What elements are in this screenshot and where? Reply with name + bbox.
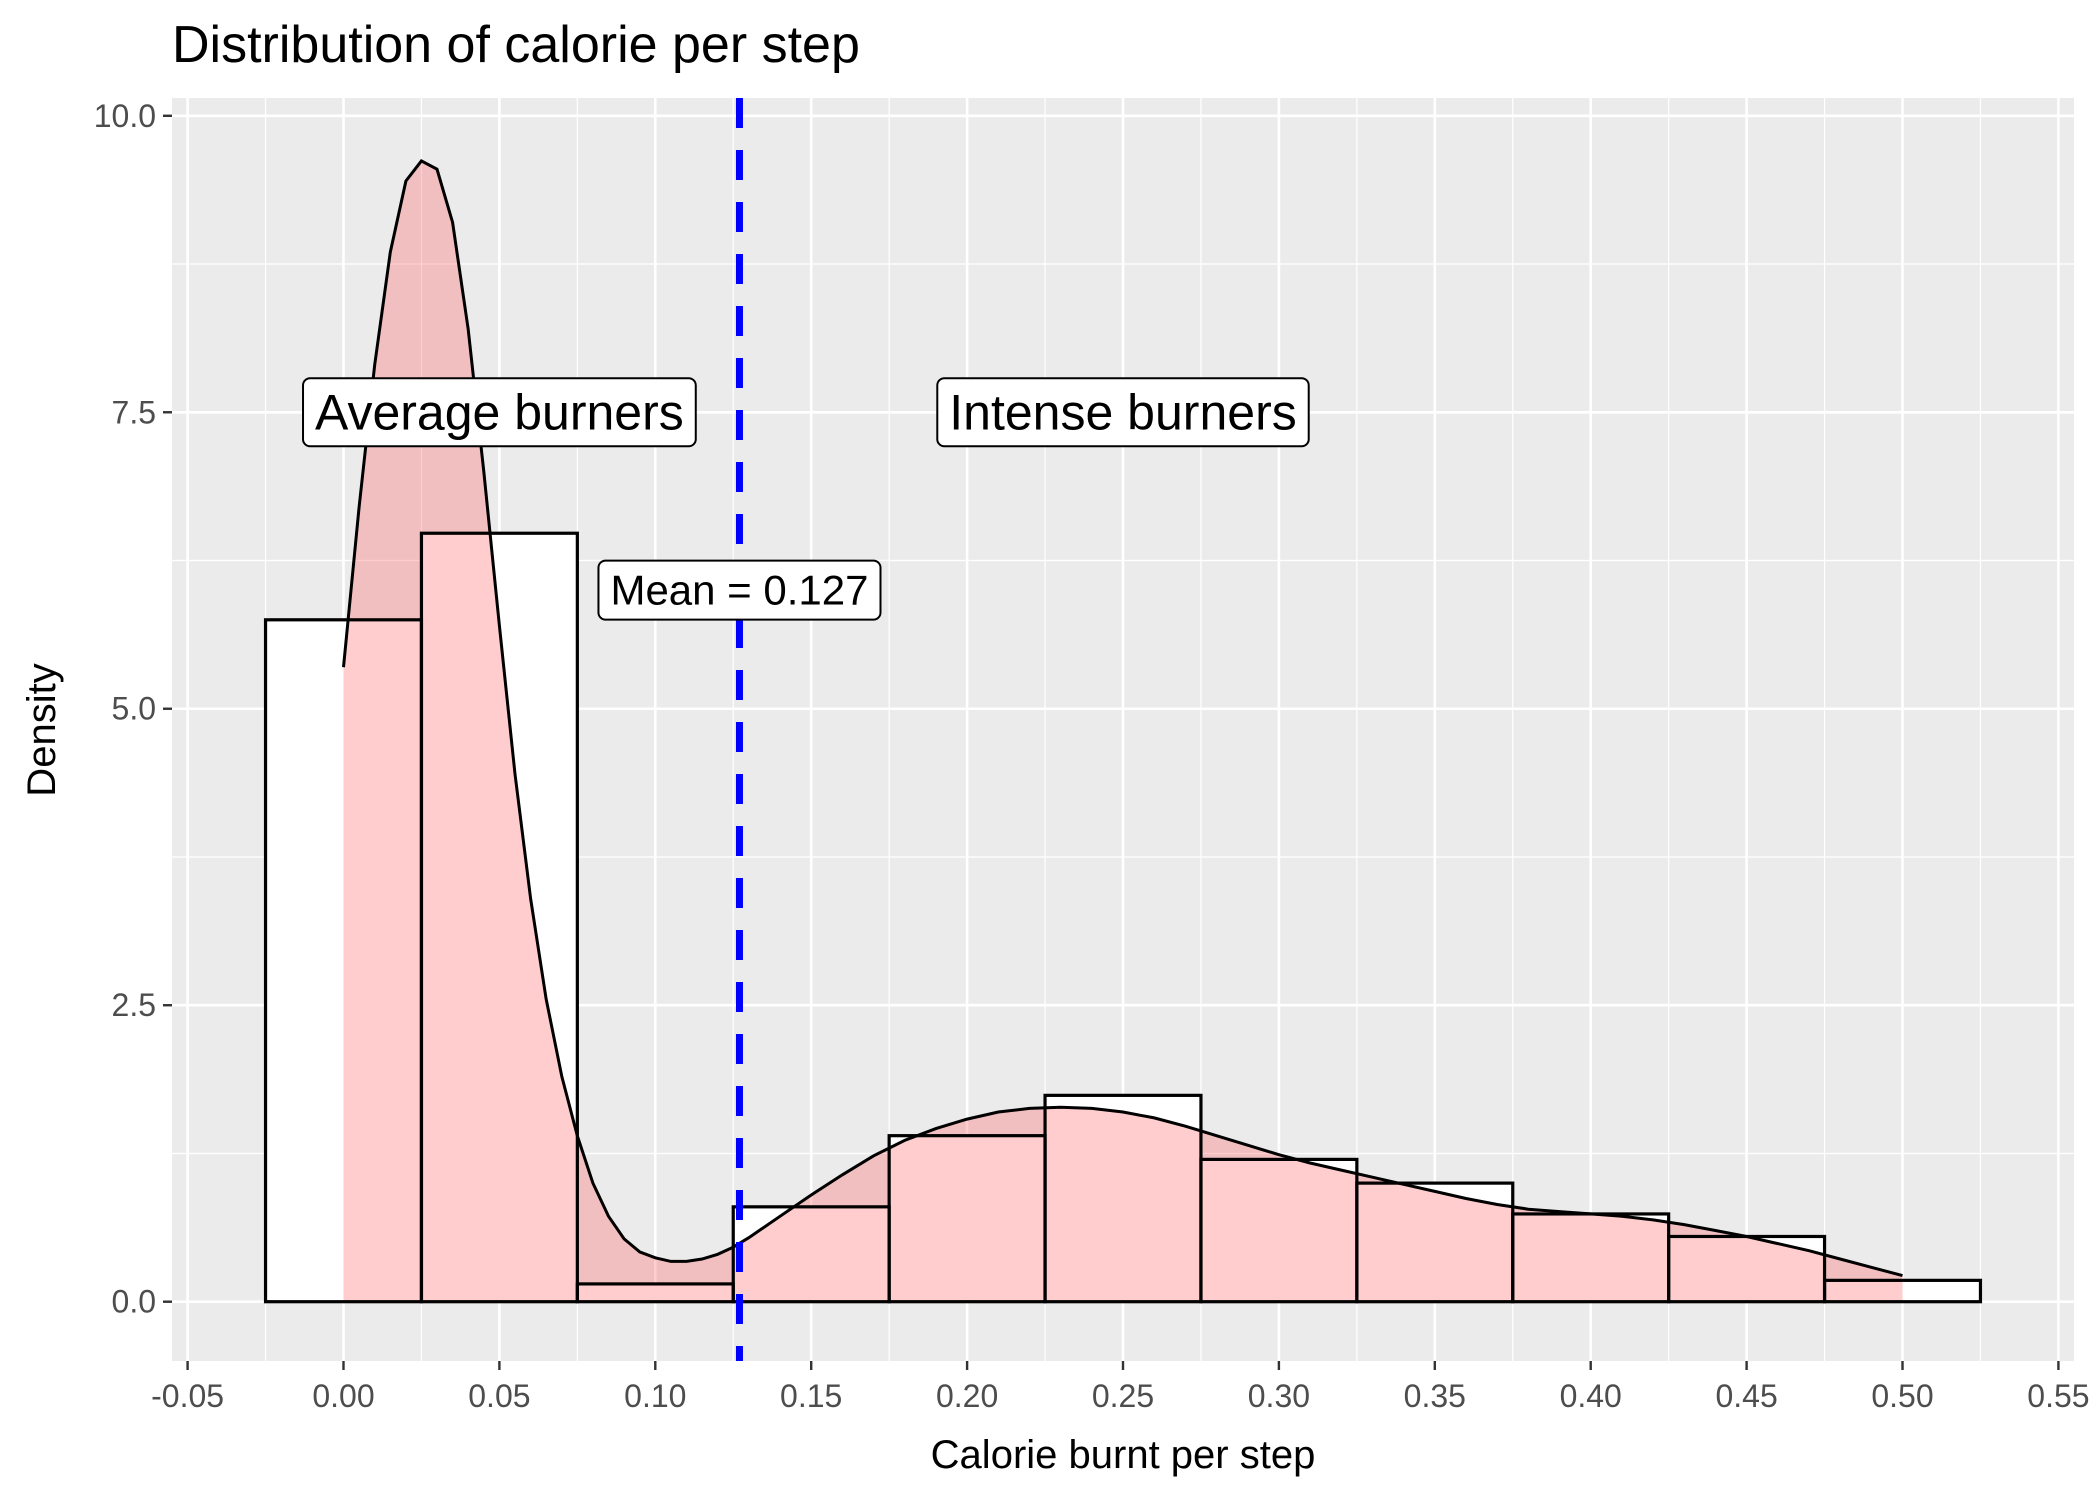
- histogram-bar: [889, 1135, 1046, 1302]
- annotation-text: Mean = 0.127: [610, 567, 868, 614]
- histogram-bar-outline: [419, 531, 579, 1304]
- annotation-label: Average burners: [302, 377, 697, 448]
- histogram-bar: [1512, 1213, 1669, 1302]
- x-tick-label: 0.45: [1715, 1378, 1777, 1414]
- x-tick-label: 0.05: [468, 1378, 530, 1414]
- y-tick-label: 0.0: [112, 1284, 156, 1320]
- x-tick-label: 0.50: [1871, 1378, 1933, 1414]
- x-tick-label: 0.30: [1248, 1378, 1310, 1414]
- histogram-bar: [1824, 1280, 1981, 1302]
- x-axis-title: Calorie burnt per step: [931, 1433, 1316, 1477]
- x-tick-label: 0.35: [1404, 1378, 1466, 1414]
- x-tick-label: 0.25: [1092, 1378, 1154, 1414]
- x-axis: -0.05 0.00 0.05 0.10 0.15 0.20 0.25 0.30 0.35 0.4…: [151, 1361, 2090, 1414]
- x-tick-label: 0.00: [312, 1378, 374, 1414]
- histogram-bars: [265, 533, 1981, 1302]
- histogram-bar-outline: [1822, 1278, 1983, 1304]
- y-tick-label: 7.5: [112, 394, 156, 430]
- histogram-bar: [1200, 1159, 1357, 1302]
- annotation-text: Intense burners: [949, 384, 1296, 440]
- y-axis: 0.0 2.5 5.0 7.5 10.0: [94, 98, 172, 1320]
- annotation-label: Intense burners: [936, 377, 1310, 448]
- chart-title: Distribution of calorie per step: [172, 16, 860, 74]
- histogram-bar-outline: [1667, 1234, 1827, 1304]
- y-axis-title: Density: [20, 663, 64, 796]
- histogram-bar: [577, 1283, 734, 1302]
- annotation-label: Mean = 0.127: [597, 559, 882, 621]
- x-tick-label: 0.10: [624, 1378, 686, 1414]
- histogram-bar-outlines: [263, 531, 1983, 1304]
- histogram-bar: [421, 533, 578, 1302]
- x-tick-label: 0.20: [936, 1378, 998, 1414]
- y-tick-label: 5.0: [112, 691, 156, 727]
- x-tick-label: 0.55: [2027, 1378, 2089, 1414]
- x-tick-label: 0.40: [1560, 1378, 1622, 1414]
- annotations: Average burners Intense burners Mean = 0.1…: [302, 377, 1310, 621]
- annotation-text: Average burners: [315, 384, 684, 440]
- annotation-box: [597, 559, 882, 621]
- histogram-bar: [265, 619, 422, 1302]
- y-tick-label: 10.0: [94, 98, 156, 134]
- x-tick-label: 0.15: [780, 1378, 842, 1414]
- annotation-box: [936, 377, 1310, 448]
- histogram-bar: [733, 1206, 890, 1302]
- x-tick-label: -0.05: [151, 1378, 224, 1414]
- annotation-box: [302, 377, 697, 448]
- histogram-bar: [1045, 1095, 1201, 1302]
- density-curve-area: [343, 160, 1903, 1302]
- y-tick-label: 2.5: [112, 987, 156, 1023]
